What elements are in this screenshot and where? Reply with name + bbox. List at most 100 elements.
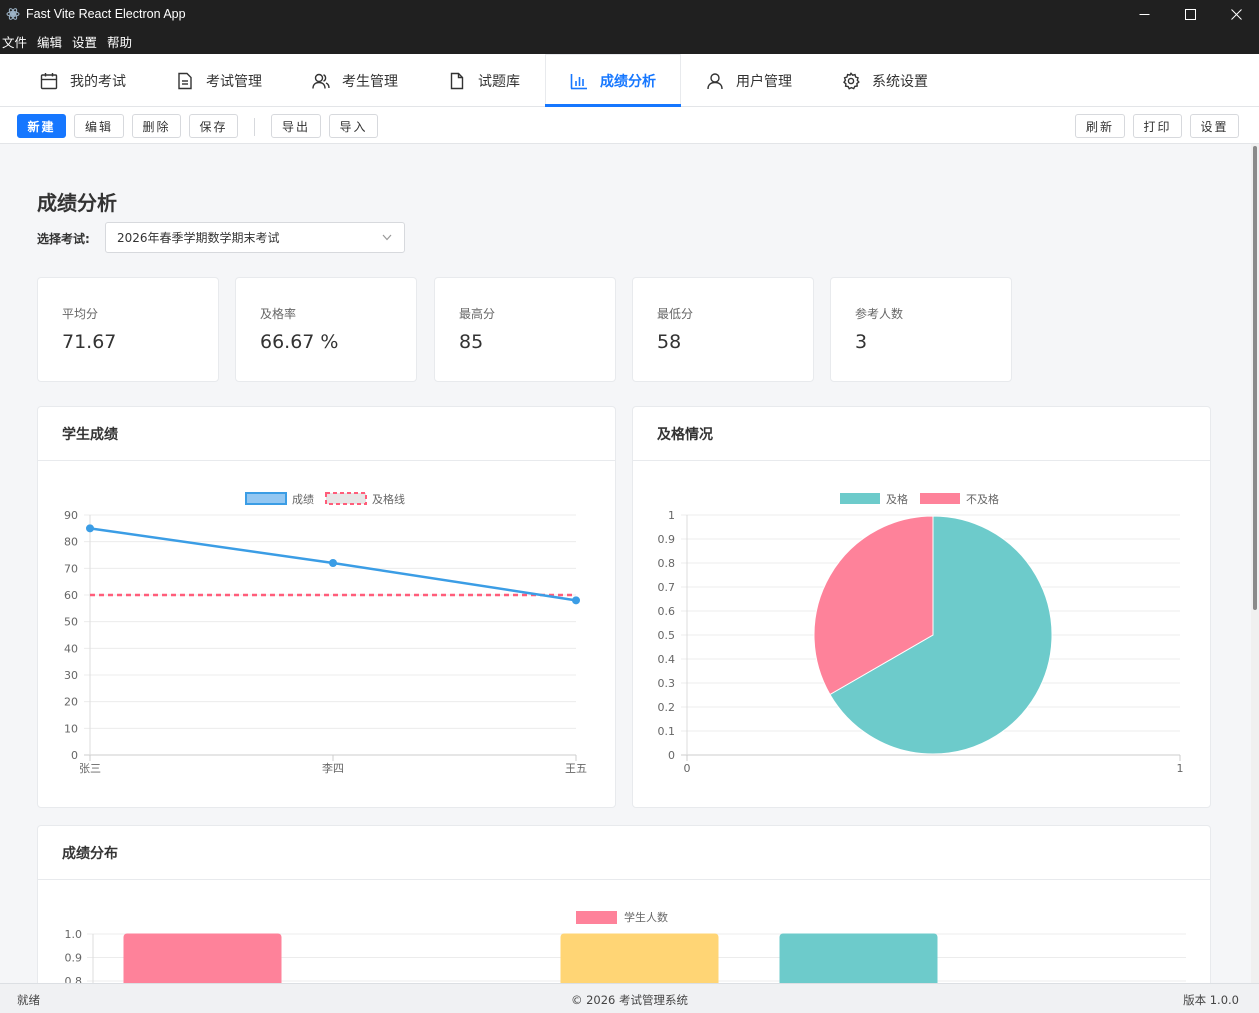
menu-edit[interactable]: 编辑 [37,34,63,50]
export-button[interactable]: 导出 [271,114,321,138]
y-tick-label: 0.1 [658,725,676,738]
vertical-scrollbar[interactable] [1251,144,1259,983]
y-tick-label: 1 [668,509,675,522]
y-tick-label: 0.5 [658,629,676,642]
tab-question-bank[interactable]: 试题库 [423,54,545,107]
score-distribution-chart: 1.0 0.9 0.8 学生人数 [65,910,1186,983]
pie-slice-pass [829,515,1053,755]
tab-label: 系统设置 [872,73,928,90]
legend-label-fail: 不及格 [966,492,999,506]
stat-value: 3 [855,331,868,353]
tab-system-settings[interactable]: 系统设置 [817,54,953,107]
legend-label-pass: 及格 [886,492,908,506]
print-button[interactable]: 打印 [1133,114,1182,138]
scrollbar-thumb[interactable] [1253,146,1257,610]
menu-help[interactable]: 帮助 [107,34,133,50]
y-tick-label: 70 [64,562,78,575]
exam-select-label: 选择考试: [37,232,90,246]
legend-label-count: 学生人数 [624,910,668,924]
title-bar: Fast Vite React Electron App [0,0,1259,28]
maximize-button[interactable] [1167,0,1213,28]
stat-card-pass-rate: 及格率 66.67 % [235,277,417,382]
y-tick-label: 10 [64,722,78,735]
calendar-icon [40,72,58,89]
tab-candidate-management[interactable]: 考生管理 [287,54,423,107]
tab-label: 用户管理 [736,73,792,90]
score-distribution-panel: 成绩分布 1.0 0.9 0.8 学生人数 [37,825,1211,983]
tab-user-management[interactable]: 用户管理 [681,54,817,107]
exam-select[interactable]: 2026年春季学期数学期末考试 [105,222,405,253]
legend-label-score: 成绩 [292,493,314,506]
settings-button[interactable]: 设置 [1190,114,1239,138]
file-icon [450,72,464,89]
stat-label: 参考人数 [855,307,904,321]
copyright-text: © 2026 考试管理系统 [570,993,689,1007]
close-icon [1230,8,1242,20]
page-title: 成绩分析 [37,191,117,215]
tab-score-analysis[interactable]: 成绩分析 [545,54,681,107]
stat-label: 最低分 [657,307,694,321]
student-scores-chart: 0 10 20 30 40 50 60 70 80 90 张三 李四 王五 成绩 及格线 [64,492,587,775]
close-button[interactable] [1213,0,1259,28]
y-tick-label: 0.2 [658,701,676,714]
import-button[interactable]: 导入 [329,114,378,138]
user-icon [707,72,723,89]
refresh-button[interactable]: 刷新 [1075,114,1125,138]
pie-slice-fail [813,515,934,696]
legend-swatch-fail [920,493,960,504]
score-point [329,559,337,567]
legend-label-pass-line: 及格线 [372,492,405,506]
tab-label: 考试管理 [206,73,262,90]
stat-value: 85 [459,331,484,353]
stat-label: 平均分 [62,307,99,321]
minimize-button[interactable] [1121,0,1167,28]
delete-button[interactable]: 删除 [132,114,181,138]
y-tick-label: 0.6 [658,605,676,618]
y-tick-label: 50 [64,616,78,629]
toolbar-divider [254,118,255,136]
y-tick-label: 1.0 [65,928,83,941]
menu-file[interactable]: 文件 [2,34,28,50]
app-icon [6,8,20,20]
y-tick-label: 0.9 [65,952,83,965]
y-tick-label: 0 [668,749,675,762]
x-tick-label: 0 [684,762,691,775]
stat-card-participants: 参考人数 3 [830,277,1012,382]
tab-my-exams[interactable]: 我的考试 [0,54,151,107]
document-icon [178,72,192,89]
pass-status-panel: 及格情况 0 0.1 0.2 0.3 0.4 0.5 0.6 0.7 0.8 0.9 1 0 1 及格 不及… [632,406,1211,808]
y-tick-label: 20 [64,696,78,709]
y-tick-label: 0.7 [658,581,676,594]
stat-card-average: 平均分 71.67 [37,277,219,382]
tab-label: 试题库 [478,73,520,90]
new-button[interactable]: 新建 [17,114,66,138]
distribution-bar [560,933,719,983]
y-tick-label: 0.4 [658,653,676,666]
legend-swatch-count [576,911,617,924]
stat-card-lowest: 最低分 58 [632,277,814,382]
menu-settings[interactable]: 设置 [72,34,98,50]
edit-button[interactable]: 编辑 [74,114,124,138]
tab-label: 成绩分析 [600,73,656,90]
y-tick-label: 0.3 [658,677,676,690]
main-content: 成绩分析 选择考试: 2026年春季学期数学期末考试 平均分 71.67 及格率… [0,144,1251,983]
y-tick-label: 0.8 [658,557,676,570]
legend-swatch-pass [840,493,880,504]
x-tick-label: 张三 [79,762,101,775]
tab-exam-management[interactable]: 考试管理 [151,54,287,107]
users-icon [312,73,330,89]
maximize-icon [1184,8,1196,20]
stat-label: 最高分 [459,307,496,321]
minimize-icon [1139,13,1149,15]
y-tick-label: 90 [64,509,78,522]
toolbar: 新建 编辑 删除 保存 导出 导入 刷新 打印 设置 [0,107,1259,144]
score-point [86,524,94,533]
save-button[interactable]: 保存 [189,114,238,138]
stat-value: 66.67 % [260,331,339,353]
distribution-bar [123,933,282,983]
x-tick-label: 王五 [565,762,587,775]
x-tick-label: 1 [1177,762,1184,775]
status-bar: 就绪 © 2026 考试管理系统 版本 1.0.0 [0,983,1259,1013]
exam-select-value: 2026年春季学期数学期末考试 [117,231,280,245]
x-tick-label: 李四 [322,761,344,775]
